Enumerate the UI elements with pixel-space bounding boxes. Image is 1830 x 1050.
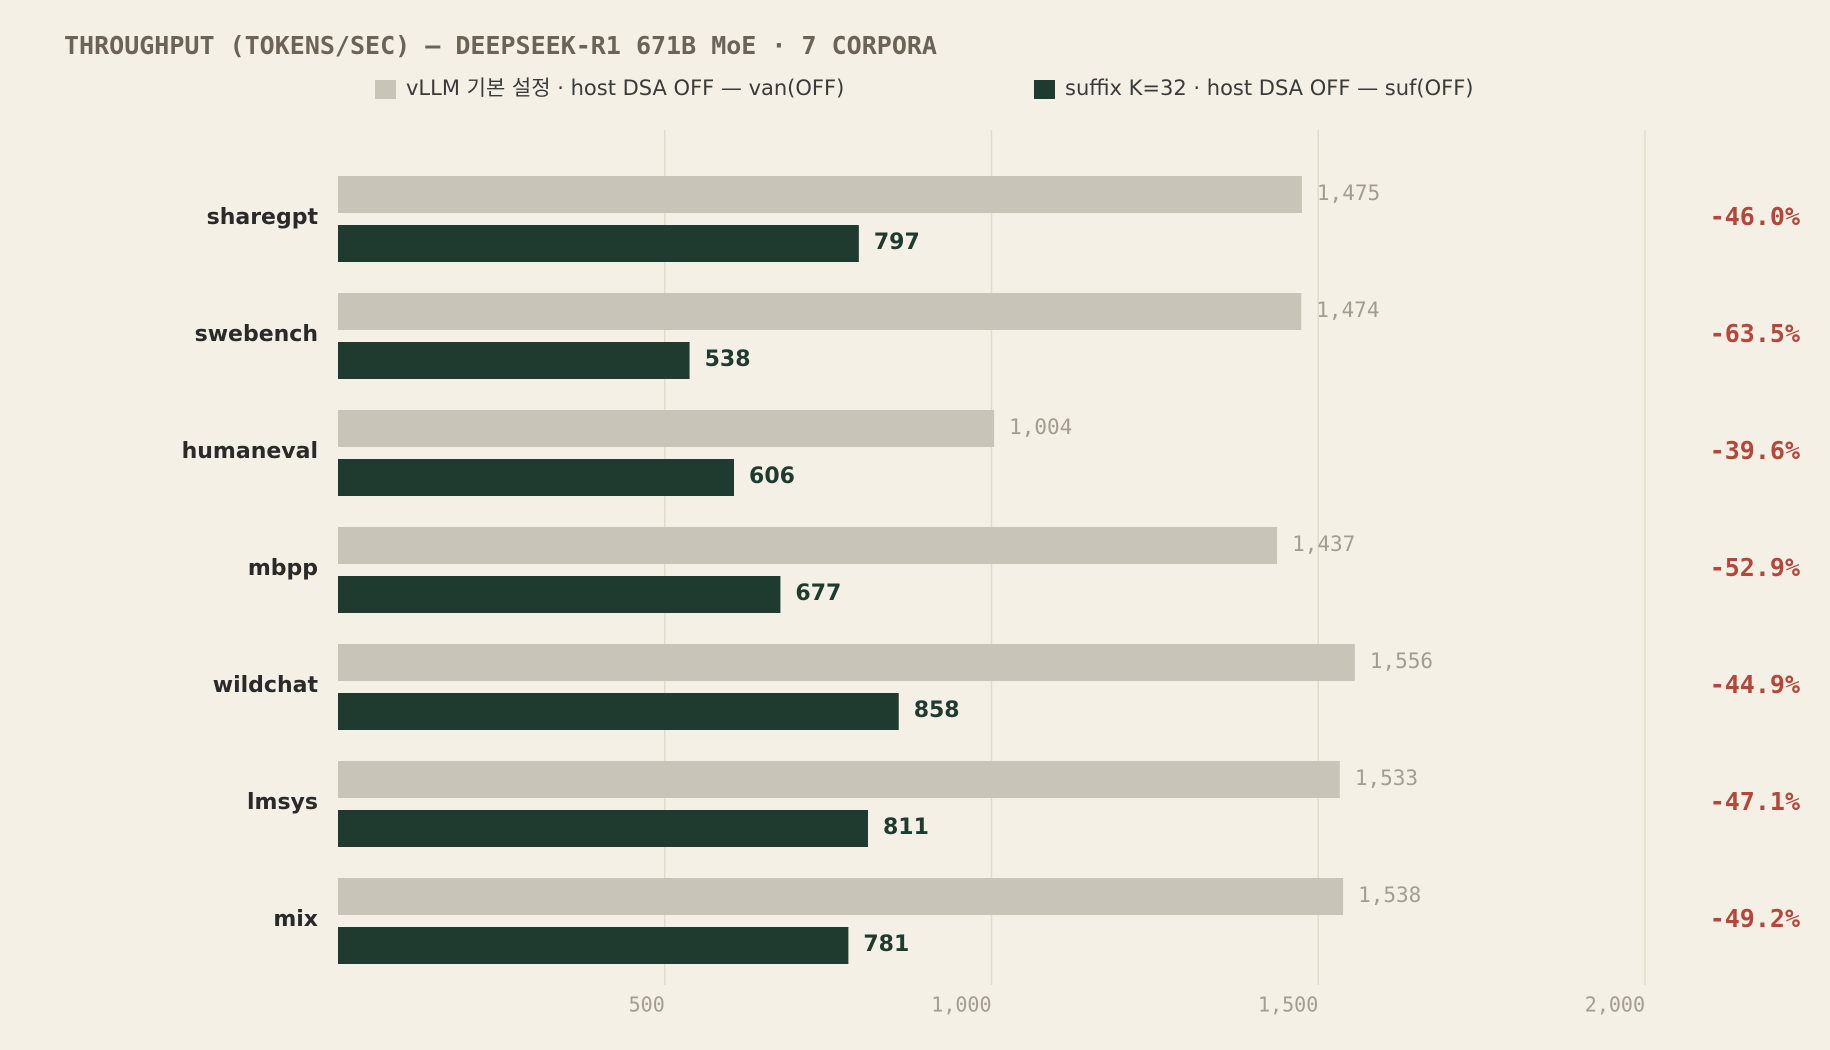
bar xyxy=(338,527,1278,564)
bar xyxy=(338,342,690,379)
legend-label: vLLM 기본 설정 · host DSA OFF — van(OFF) xyxy=(406,76,844,100)
bar xyxy=(338,293,1302,330)
category-label: lmsys xyxy=(247,790,318,815)
value-label: 1,474 xyxy=(1316,298,1379,322)
bar xyxy=(338,225,859,262)
legend-swatch xyxy=(1034,80,1055,99)
category-label: sharegpt xyxy=(207,205,319,230)
bar xyxy=(338,410,995,447)
category-label: swebench xyxy=(195,322,318,347)
change-annotation: -63.5% xyxy=(1710,319,1800,348)
x-tick-label: 500 xyxy=(629,993,665,1017)
value-label: 1,437 xyxy=(1292,532,1355,556)
category-label: humaneval xyxy=(182,439,318,464)
value-label: 1,556 xyxy=(1370,649,1433,673)
value-label: 538 xyxy=(705,347,751,372)
category-label: wildchat xyxy=(213,673,319,698)
change-annotation: -47.1% xyxy=(1710,787,1800,816)
change-annotation: -44.9% xyxy=(1710,670,1800,699)
legend-label: suffix K=32 · host DSA OFF — suf(OFF) xyxy=(1065,76,1473,100)
x-tick-label: 1,500 xyxy=(1258,993,1318,1017)
bar xyxy=(338,927,849,964)
bar xyxy=(338,761,1340,798)
value-label: 1,533 xyxy=(1355,766,1418,790)
change-annotation: -49.2% xyxy=(1710,904,1800,933)
bar xyxy=(338,644,1355,681)
value-label: 797 xyxy=(874,230,920,255)
value-label: 1,004 xyxy=(1009,415,1072,439)
value-label: 1,538 xyxy=(1358,883,1421,907)
legend-swatch xyxy=(375,80,396,99)
bar xyxy=(338,878,1344,915)
bar xyxy=(338,810,868,847)
value-label: 781 xyxy=(863,932,909,957)
change-annotation: -39.6% xyxy=(1710,436,1800,465)
bar xyxy=(338,576,781,613)
change-annotation: -52.9% xyxy=(1710,553,1800,582)
value-label: 811 xyxy=(883,815,929,840)
bar xyxy=(338,176,1302,213)
x-tick-label: 2,000 xyxy=(1585,993,1645,1017)
change-annotation: -46.0% xyxy=(1710,202,1800,231)
x-tick-label: 1,000 xyxy=(931,993,991,1017)
value-label: 677 xyxy=(795,581,841,606)
value-label: 606 xyxy=(749,464,795,489)
value-label: 858 xyxy=(914,698,960,723)
bar xyxy=(338,459,735,496)
category-label: mix xyxy=(273,907,318,932)
bar xyxy=(338,693,899,730)
chart-title: THROUGHPUT (TOKENS/SEC) — DEEPSEEK-R1 67… xyxy=(64,31,937,60)
category-label: mbpp xyxy=(248,556,318,581)
value-label: 1,475 xyxy=(1317,181,1380,205)
